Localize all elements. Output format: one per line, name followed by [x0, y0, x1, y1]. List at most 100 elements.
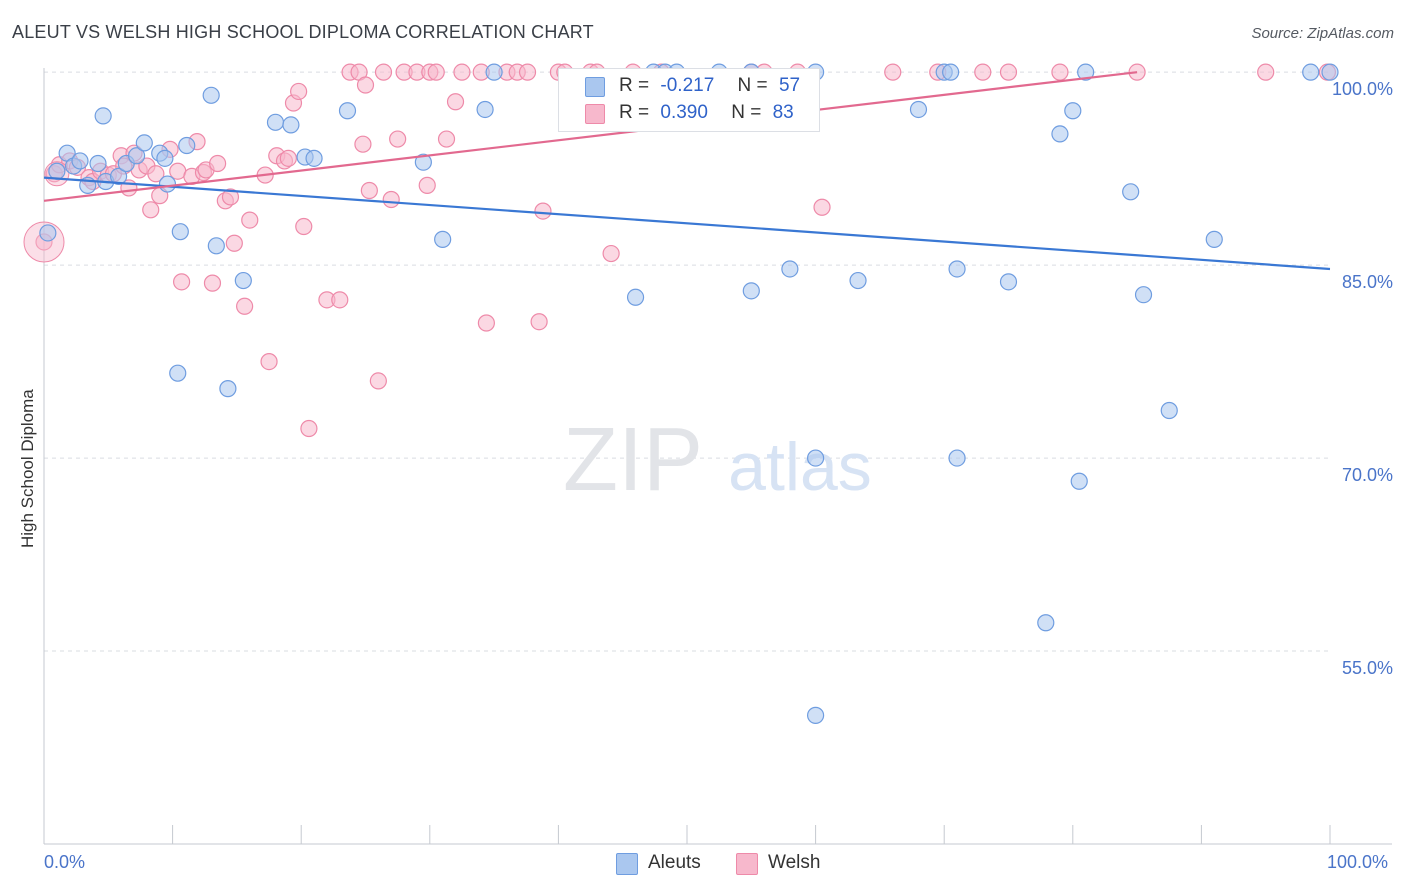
r-value: 0.390	[660, 102, 708, 123]
welsh-trend-line	[43, 71, 1138, 202]
n-label: N =	[737, 75, 768, 96]
aleut-point	[806, 706, 825, 724]
welsh-point	[437, 130, 456, 148]
n-label: N =	[731, 102, 762, 123]
aleut-point	[219, 380, 237, 398]
aleut-point	[48, 162, 66, 180]
aleut-point	[942, 63, 960, 81]
aleut-point	[169, 364, 187, 382]
aleut-point	[414, 153, 432, 171]
r-value: -0.217	[660, 75, 715, 96]
aleut-point	[806, 449, 825, 467]
welsh-point	[300, 419, 318, 438]
welsh-point	[477, 314, 495, 332]
aleut-point	[305, 149, 323, 167]
aleut-point	[202, 86, 220, 104]
welsh-point	[295, 217, 313, 236]
welsh-point	[147, 165, 165, 183]
stats-legend-text: R = 0.390 N = 83	[619, 102, 794, 124]
legend-welsh-label: Welsh	[768, 852, 821, 873]
aleut-point	[476, 100, 494, 119]
aleut-point	[207, 237, 225, 255]
aleut-point	[1302, 63, 1320, 81]
source-label: Source: ZipAtlas.com	[1251, 25, 1394, 42]
welsh-point	[530, 313, 548, 331]
stats-legend: R = -0.217 N = 57 R = 0.390 N = 83	[558, 68, 820, 132]
welsh-point	[142, 201, 160, 219]
welsh-point	[446, 93, 465, 111]
aleut-point	[1160, 401, 1178, 420]
x-tick-label-max: 100.0%	[1327, 852, 1389, 872]
welsh-point	[369, 372, 387, 390]
axes	[43, 68, 1392, 845]
welsh-point	[999, 63, 1018, 81]
aleut-point	[1064, 102, 1082, 120]
x-tick-label-min: 0.0%	[44, 852, 86, 872]
watermark-zip: ZIP	[563, 410, 703, 510]
aleut-point	[234, 271, 252, 290]
aleut-point	[485, 63, 503, 81]
watermark: ZIP atlas	[563, 410, 872, 510]
aleut-point	[1321, 63, 1339, 81]
welsh-point	[241, 211, 259, 229]
r-label: R =	[619, 75, 650, 96]
legend-aleuts-swatch	[616, 853, 638, 875]
y-tick-label: 70.0%	[1342, 465, 1393, 485]
y-tick-label: 100.0%	[1332, 79, 1393, 99]
aleut-point	[948, 260, 966, 278]
y-tick-label: 55.0%	[1342, 658, 1393, 678]
stats-legend-text: R = -0.217 N = 57	[619, 75, 800, 97]
welsh-point	[534, 202, 552, 220]
welsh-point	[602, 244, 620, 263]
welsh-swatch	[585, 104, 605, 124]
aleut-point	[1070, 472, 1088, 490]
aleut-point	[338, 102, 357, 120]
welsh-point	[203, 274, 222, 292]
legend-aleuts-label: Aleuts	[648, 852, 701, 873]
aleut-trend-line	[43, 176, 1331, 271]
welsh-point	[1257, 63, 1275, 81]
welsh-point	[290, 82, 308, 101]
welsh-point	[418, 176, 436, 194]
aleut-point	[266, 113, 285, 131]
aleuts-swatch	[585, 77, 605, 97]
welsh-point	[453, 63, 471, 81]
aleut-point	[171, 223, 189, 241]
aleut-point	[39, 224, 57, 242]
aleut-point	[999, 273, 1018, 291]
welsh-point	[173, 273, 191, 291]
welsh-point	[1051, 63, 1069, 81]
aleut-point	[156, 149, 174, 167]
welsh-point	[382, 190, 400, 209]
aleut-point	[948, 449, 966, 467]
welsh-point	[279, 149, 297, 167]
aleut-point	[1077, 63, 1095, 81]
aleut-points	[39, 63, 1339, 724]
welsh-point	[221, 188, 240, 206]
aleut-point	[89, 154, 107, 173]
welsh-point	[518, 63, 537, 81]
n-value: 83	[772, 102, 794, 123]
aleut-point	[742, 282, 760, 300]
welsh-point	[225, 234, 243, 252]
aleut-point	[1037, 614, 1055, 632]
welsh-point	[354, 135, 372, 153]
aleut-point	[71, 152, 89, 170]
welsh-point	[884, 63, 902, 81]
aleut-point	[178, 136, 196, 155]
aleut-point	[909, 100, 928, 119]
welsh-point	[374, 63, 393, 81]
aleut-point	[94, 107, 112, 125]
aleut-point	[127, 147, 146, 165]
aleut-point	[1205, 230, 1223, 248]
aleut-point	[434, 230, 452, 248]
aleut-point	[781, 260, 799, 278]
chart-title: ALEUT VS WELSH HIGH SCHOOL DIPLOMA CORRE…	[12, 22, 594, 42]
welsh-point	[813, 198, 831, 216]
welsh-point	[209, 154, 227, 173]
gridlines	[44, 71, 1330, 652]
welsh-point	[974, 63, 992, 81]
welsh-point	[389, 130, 407, 148]
legend-welsh-swatch	[736, 853, 758, 875]
